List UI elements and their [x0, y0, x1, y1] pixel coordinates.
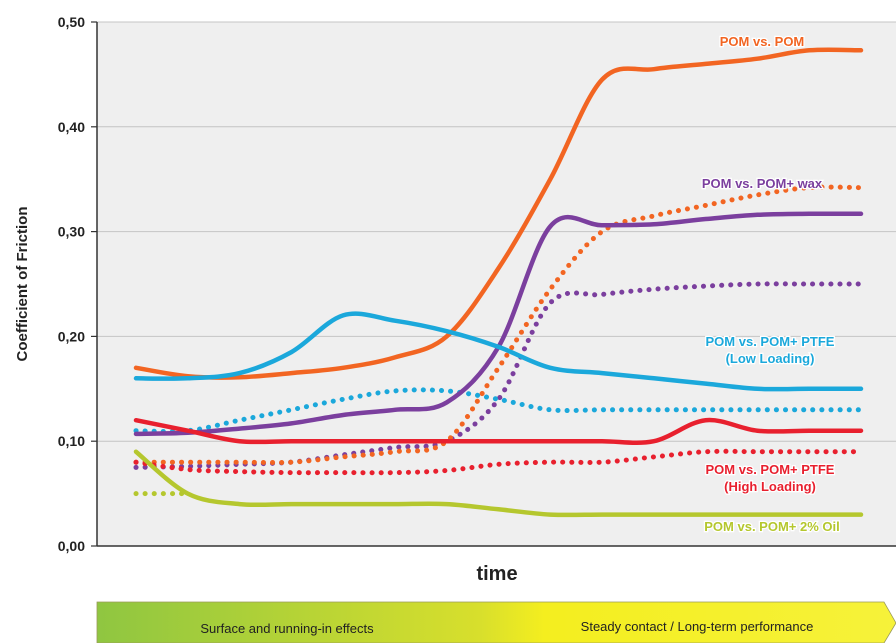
- y-tick-label: 0,30: [58, 224, 85, 240]
- series-line-pom-vs-pom-wax: [133, 211, 864, 437]
- phase-bar: Surface and running-in effects Steady co…: [96, 601, 896, 643]
- series-lines: [133, 47, 864, 518]
- series-line-pom-vs-pom: [133, 47, 864, 380]
- y-tick-labels: 0,00 0,10 0,20 0,30 0,40 0,50: [58, 14, 97, 554]
- series-line-pom-vs-pom-ptfe-low-loading-dotted: [133, 387, 864, 434]
- y-tick-label: 0,20: [58, 328, 85, 344]
- plot-background: [97, 22, 896, 546]
- series-label-pom-vs-pom: POM vs. POM: [720, 34, 805, 49]
- series-label-pom-vs-pom-wax: POM vs. POM+ wax: [702, 176, 823, 191]
- series-line-pom-vs-pom-ptfe-low-loading: [133, 311, 864, 392]
- y-tick-label: 0,00: [58, 538, 85, 554]
- y-tick-label: 0,10: [58, 433, 85, 449]
- y-tick-label: 0,40: [58, 119, 85, 135]
- series-line-pom-vs-pom-wax-dotted: [133, 281, 864, 470]
- x-axis-title: time: [476, 563, 517, 585]
- y-tick-label: 0,50: [58, 14, 85, 30]
- series-line-pom-vs-pom-ptfe-high-loading-dotted: [133, 448, 864, 476]
- phase-arrow: [96, 601, 896, 643]
- series-line-pom-vs-pom-2-oil: [133, 449, 864, 518]
- series-label-pom-vs-pom-ptfe-low-loading: POM vs. POM+ PTFE (Low Loading): [706, 334, 835, 366]
- phase-label-steady: Steady contact / Long-term performance: [581, 619, 814, 634]
- y-axis-title: Coefficient of Friction: [14, 207, 31, 362]
- phase-label-running-in: Surface and running-in effects: [200, 621, 374, 636]
- series-labels: POM vs. POM POM vs. POM+ wax POM vs. POM+ …: [701, 33, 841, 536]
- series-label-pom-vs-pom-ptfe-high-loading: POM vs. POM+ PTFE (High Loading): [706, 462, 835, 494]
- series-label-pom-vs-pom-2-oil: POM vs. POM+ 2% Oil: [704, 519, 839, 534]
- series-line-pom-vs-pom-ptfe-high-loading: [133, 417, 864, 445]
